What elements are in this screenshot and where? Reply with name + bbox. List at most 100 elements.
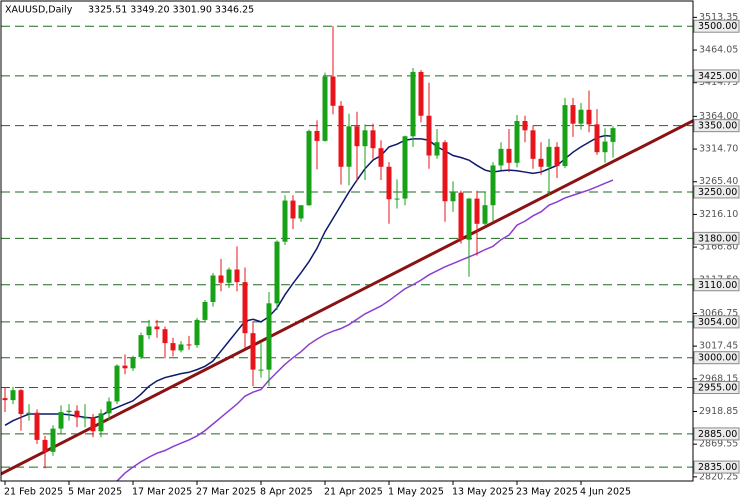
candle-body <box>122 365 128 369</box>
y-tick-label: 3216.10 <box>699 209 738 220</box>
y-tick-label: 3364.00 <box>699 111 738 122</box>
candle-body <box>370 130 376 149</box>
candle-body <box>10 390 16 401</box>
level-label: 2955.00 <box>698 383 737 394</box>
candle-body <box>98 413 104 432</box>
candle-body <box>458 192 464 240</box>
candle-body <box>378 148 384 167</box>
candle-body <box>594 124 600 153</box>
level-label: 3500.00 <box>698 21 737 32</box>
candle-body <box>474 198 480 224</box>
level-box <box>693 278 740 292</box>
candle-body <box>242 282 248 334</box>
candle-body <box>82 417 88 419</box>
level-label: 3110.00 <box>698 280 737 291</box>
y-tick-label: 2820.25 <box>699 471 738 482</box>
candle-body <box>426 115 432 156</box>
candle-body <box>394 198 400 200</box>
candle-body <box>570 105 576 124</box>
candle-body <box>402 136 408 199</box>
candle-body <box>418 71 424 116</box>
candle-body <box>90 417 96 432</box>
candle-body <box>322 76 328 141</box>
level-box <box>693 119 740 133</box>
y-tick-label: 3166.80 <box>699 242 738 253</box>
candle-body <box>114 365 120 402</box>
x-tick-label: 21 Apr 2025 <box>324 487 383 498</box>
candle-body <box>346 126 352 167</box>
candle-body <box>522 121 528 131</box>
level-box <box>693 381 740 395</box>
level-label: 3180.00 <box>698 233 737 244</box>
y-tick-label: 2968.15 <box>699 373 738 384</box>
candle-body <box>42 439 48 452</box>
candle-body <box>602 141 608 153</box>
candle-body <box>314 130 320 141</box>
y-tick-label: 3464.05 <box>699 45 738 56</box>
candle-body <box>66 410 72 413</box>
candle-body <box>282 200 288 242</box>
candle-body <box>442 142 448 202</box>
candle-body <box>146 326 152 336</box>
x-tick-label: 23 May 2025 <box>516 487 578 498</box>
level-label: 3054.00 <box>698 317 737 328</box>
trend-line <box>1 119 693 476</box>
level-label: 2885.00 <box>698 429 737 440</box>
plot-frame <box>0 0 694 482</box>
moving-average-line <box>116 179 614 481</box>
candle-body <box>610 128 616 142</box>
candle-body <box>130 357 136 369</box>
candle-body <box>578 109 584 124</box>
candle-body <box>50 428 56 452</box>
x-tick-label: 1 May 2025 <box>388 487 444 498</box>
candle-body <box>234 269 240 283</box>
x-tick-label: 27 Mar 2025 <box>196 487 256 498</box>
y-tick-label: 3017.45 <box>699 341 738 352</box>
x-tick-label: 8 Apr 2025 <box>260 487 313 498</box>
candle-body <box>138 335 144 358</box>
candle-body <box>298 205 304 219</box>
ohlc-readout: 3325.51 3349.20 3301.90 3346.25 <box>88 5 254 16</box>
candle-body <box>290 200 296 219</box>
x-tick-label: 5 Mar 2025 <box>68 487 122 498</box>
candle-body <box>226 269 232 283</box>
candle-body <box>154 326 160 330</box>
y-tick-label: 3314.70 <box>699 144 738 155</box>
level-label: 3000.00 <box>698 353 737 364</box>
candle-body <box>2 398 8 401</box>
candle-body <box>26 412 32 415</box>
candle-body <box>58 412 64 429</box>
candle-body <box>338 105 344 167</box>
x-tick-label: 21 Feb 2025 <box>4 487 63 498</box>
level-box <box>693 185 740 199</box>
price-axis: 3513.35 3464.05 3414.75 3364.00 3314.70 3265.… <box>693 12 740 482</box>
candle-body <box>498 148 504 166</box>
candle-body <box>258 369 264 371</box>
y-tick-label: 3513.35 <box>699 12 738 23</box>
candle-body <box>362 130 368 147</box>
chart-title: XAUUSD,Daily <box>5 5 73 16</box>
candle-body <box>178 344 184 351</box>
candle-body <box>106 401 112 414</box>
candle-body <box>466 198 472 240</box>
candle-body <box>482 205 488 224</box>
candle-body <box>210 275 216 303</box>
candle-body <box>162 329 168 344</box>
candle-body <box>34 412 40 440</box>
candle-body <box>490 165 496 206</box>
candle-body <box>170 343 176 351</box>
candle-body <box>202 302 208 320</box>
candle-body <box>562 105 568 167</box>
candle-body <box>546 146 552 167</box>
level-box <box>693 460 740 474</box>
level-box <box>693 427 740 441</box>
candle-body <box>554 146 560 167</box>
candle-body <box>434 142 440 156</box>
level-label: 2835.00 <box>698 462 737 473</box>
candle-body <box>538 158 544 167</box>
y-tick-label: 2918.85 <box>699 406 738 417</box>
level-label: 3425.00 <box>698 71 737 82</box>
y-tick-label: 3265.40 <box>699 176 738 187</box>
